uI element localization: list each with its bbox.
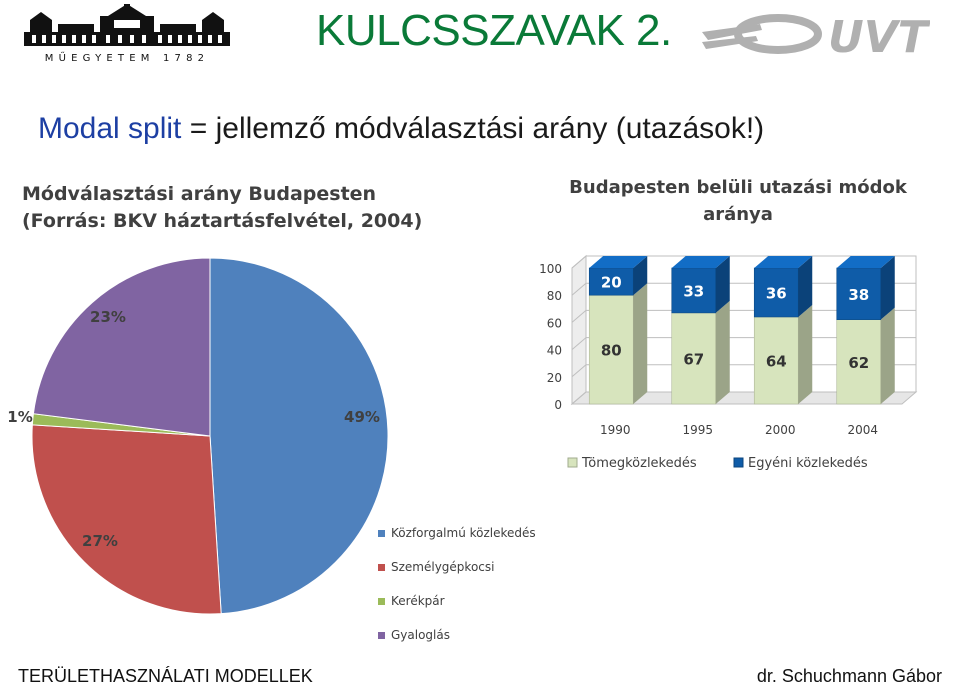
bar-chart-title: Budapesten belüli utazási módok aránya: [560, 174, 916, 228]
pie-label-szemelygepkocsi: 27%: [82, 532, 118, 550]
pie-label-gyaloglas: 23%: [90, 308, 126, 326]
bar-xtick-2000: 2000: [765, 423, 796, 437]
bme-logo: MŰEGYETEM 1782: [24, 4, 230, 64]
pie-legend-label-kerekpar: Kerékpár: [391, 594, 445, 608]
bar-value-tomegkozlekedes-2004: 62: [848, 354, 869, 372]
bar-value-egyeni-kozlekedes-2004: 38: [848, 286, 869, 304]
pie-legend-swatch-szemelygepkocsi: [378, 564, 385, 571]
bar-egyeni-kozlekedes-2004: [836, 256, 895, 320]
bar-legend-label-egyeni-kozlekedes: Egyéni közlekedés: [748, 456, 868, 471]
pie-slice-kozforgalmu-kozlekedes: [209, 257, 389, 615]
uvt-logo: UVT: [702, 12, 930, 60]
footer-author: dr. Schuchmann Gábor: [756, 666, 942, 686]
pie-legend-label-kozforgalmu-kozlekedes: Közforgalmú közlekedés: [391, 526, 536, 540]
bar-legend-label-tomegkozlekedes: Tömegközlekedés: [581, 456, 697, 471]
bar-value-egyeni-kozlekedes-1995: 33: [683, 282, 704, 300]
bar-value-egyeni-kozlekedes-2000: 36: [766, 284, 787, 302]
bar-egyeni-kozlekedes-1995: [671, 256, 730, 314]
pie-slice-gyaloglas: [32, 257, 211, 437]
bar-tomegkozlekedes-1990: [588, 283, 648, 405]
bar-ytick-80: 80: [547, 289, 562, 303]
bar-value-tomegkozlekedes-2000: 64: [766, 352, 787, 370]
pie-legend-label-gyaloglas: Gyaloglás: [391, 628, 450, 642]
bar-value-tomegkozlekedes-1995: 67: [683, 350, 704, 368]
bar-egyeni-kozlekedes-2000: [753, 256, 813, 318]
bar-ytick-100: 100: [539, 262, 562, 276]
pie-chart-title: Módválasztási arány Budapesten (Forrás: …: [22, 181, 422, 235]
pie-label-kerekpar: 1%: [7, 408, 32, 426]
bar-ytick-60: 60: [547, 316, 562, 330]
pie-legend-label-szemelygepkocsi: Személygépkocsi: [391, 560, 494, 574]
subtitle-definition: = jellemző módválasztási arány (utazások…: [181, 112, 765, 145]
subtitle: Modal split = jellemző módválasztási ará…: [38, 112, 764, 146]
pie-slice-szemelygepkocsi: [31, 424, 222, 615]
pie-legend-swatch-kozforgalmu-kozlekedes: [378, 530, 385, 537]
bar-egyeni-kozlekedes-1990: [588, 256, 648, 296]
bar-xtick-1990: 1990: [600, 423, 631, 437]
subtitle-term: Modal split: [38, 112, 182, 145]
slide-title: KULCSSZAVAK 2.: [316, 6, 672, 55]
bar-tomegkozlekedes-2004: [836, 307, 895, 405]
bar-title-line2: aránya: [703, 204, 773, 225]
footer-course: TERÜLETHASZNÁLATI MODELLEK: [18, 666, 313, 686]
bar-tomegkozlekedes-2000: [753, 304, 813, 405]
pie-chart: 49% 27% 1% 23% Közforgalmú közlekedés Személy…: [7, 257, 536, 642]
bar-title-line1: Budapesten belüli utazási módok: [569, 177, 907, 198]
bar-xtick-1995: 1995: [682, 423, 713, 437]
bar-ytick-20: 20: [547, 371, 562, 385]
pie-title-line1: Módválasztási arány Budapesten: [22, 183, 377, 205]
bar-value-egyeni-kozlekedes-1990: 20: [601, 274, 622, 292]
bar-tomegkozlekedes-1995: [671, 300, 730, 405]
bar-ytick-40: 40: [547, 344, 562, 358]
bar-side-wall: [571, 254, 587, 406]
bar-chart: 0 20 40 60 80 100 80 20 1990 67 33 1995 64 36 2000 62 38…: [539, 254, 918, 471]
bar-legend-swatch-egyeni-kozlekedes: [733, 457, 744, 468]
uvt-logo-text: UVT: [828, 12, 930, 60]
bme-logo-text: MŰEGYETEM 1782: [45, 50, 209, 64]
pie-legend-swatch-gyaloglas: [378, 632, 385, 639]
pie-legend-swatch-kerekpar: [378, 598, 385, 605]
bar-legend-swatch-tomegkozlekedes: [567, 457, 578, 468]
bar-ytick-0: 0: [554, 398, 562, 412]
bar-xtick-2004: 2004: [847, 423, 878, 437]
pie-label-kozforgalmu-kozlekedes: 49%: [344, 408, 380, 426]
bar-value-tomegkozlekedes-1990: 80: [601, 342, 622, 360]
pie-title-line2: (Forrás: BKV háztartásfelvétel, 2004): [22, 210, 423, 232]
